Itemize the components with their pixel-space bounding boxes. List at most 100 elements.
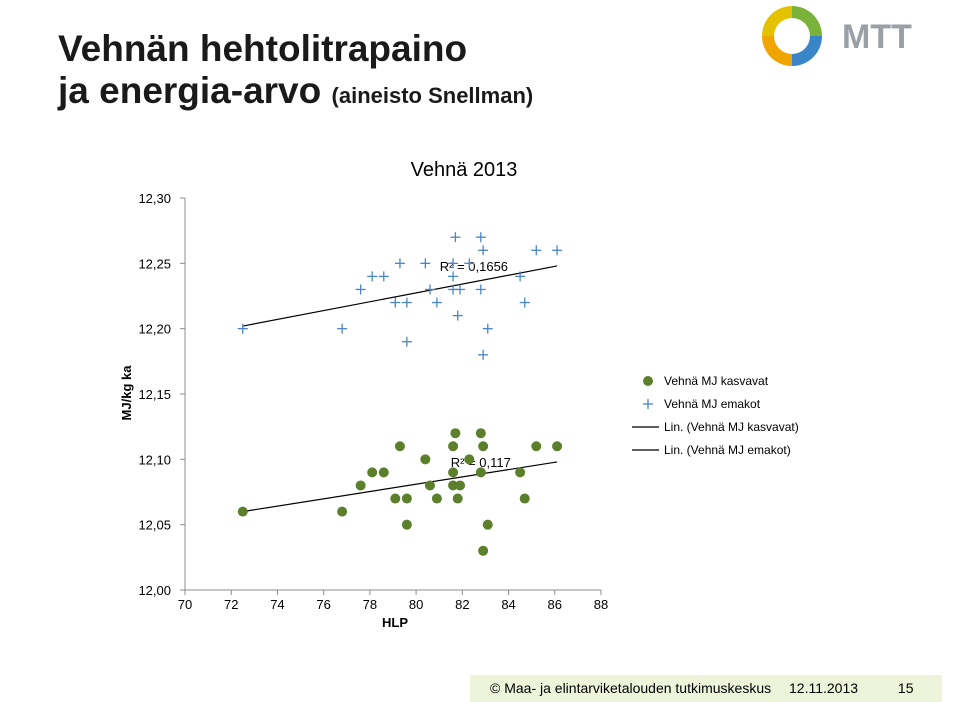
data-point-kasvavat (401, 519, 412, 530)
data-point-emakot (464, 258, 475, 269)
data-point-emakot (552, 245, 563, 256)
y-tick-label: 12,15 (138, 387, 171, 402)
data-point-emakot (367, 271, 378, 282)
data-point-emakot (475, 284, 486, 295)
x-tick-label: 72 (224, 597, 238, 612)
data-point-emakot (450, 232, 461, 243)
footer-copyright: © Maa- ja elintarviketalouden tutkimuske… (490, 680, 772, 696)
data-point-emakot (401, 336, 412, 347)
legend-label: Vehnä MJ emakot (664, 397, 761, 411)
data-point-emakot (337, 323, 348, 334)
data-point-kasvavat (478, 441, 489, 452)
data-point-kasvavat (420, 454, 431, 465)
data-point-emakot (237, 323, 248, 334)
data-point-kasvavat (448, 480, 459, 491)
footer-page-number: 15 (897, 680, 914, 696)
data-point-kasvavat (401, 493, 412, 504)
data-point-emakot (455, 284, 466, 295)
data-point-emakot (448, 258, 459, 269)
x-tick-label: 74 (270, 597, 284, 612)
slide-title: Vehnän hehtolitrapaino ja energia-arvo (… (58, 28, 533, 112)
title-line-2: ja energia-arvo (aineisto Snellman) (58, 70, 533, 112)
data-point-emakot (478, 349, 489, 360)
data-point-emakot (390, 297, 401, 308)
chart-marks (237, 232, 563, 556)
footer: © Maa- ja elintarviketalouden tutkimuske… (490, 680, 914, 696)
footer-date: 12.11.2013 (789, 680, 859, 696)
data-point-emakot (378, 271, 389, 282)
chart-legend: Vehnä MJ kasvavat Vehnä MJ emakot Lin. (Ve… (632, 374, 799, 457)
data-point-emakot (475, 232, 486, 243)
data-point-emakot (420, 258, 431, 269)
logo-segment-green (792, 6, 822, 36)
logo-emblem-center (780, 24, 804, 48)
data-point-kasvavat (475, 467, 486, 478)
data-point-emakot (355, 284, 366, 295)
data-point-kasvavat (519, 493, 530, 504)
data-point-kasvavat (478, 545, 489, 556)
data-point-kasvavat (515, 467, 526, 478)
footer-bar (470, 675, 942, 702)
x-tick-label: 88 (594, 597, 608, 612)
x-tick-label: 84 (501, 597, 515, 612)
x-tick-label: 80 (409, 597, 423, 612)
data-point-kasvavat (531, 441, 542, 452)
logo-segment-yellow (762, 6, 792, 36)
mtt-logo: MTT (762, 6, 912, 66)
trendline (242, 265, 558, 327)
title-line-2-suffix: (aineisto Snellman) (331, 82, 534, 108)
data-point-kasvavat (482, 519, 493, 530)
data-point-kasvavat (455, 480, 466, 491)
legend-label: Lin. (Vehnä MJ kasvavat) (664, 420, 799, 434)
logo-text: MTT (842, 18, 912, 56)
data-point-emakot (452, 310, 463, 321)
y-tick-label: 12,05 (138, 518, 171, 533)
data-point-kasvavat (452, 493, 463, 504)
y-tick-label: 12,00 (138, 583, 171, 598)
data-point-kasvavat (237, 506, 248, 517)
data-point-emakot (482, 323, 493, 334)
data-point-emakot (401, 297, 412, 308)
y-axis-label: MJ/kg ka (119, 365, 134, 421)
legend-label: Lin. (Vehnä MJ emakot) (664, 443, 791, 457)
data-point-kasvavat (431, 493, 442, 504)
data-point-kasvavat (552, 441, 563, 452)
data-point-emakot (478, 245, 489, 256)
data-point-emakot (424, 284, 435, 295)
x-axis-label: HLP (382, 615, 408, 630)
chart-axes: 70 72 74 76 78 80 82 84 86 88 12,00 12,05 12,10 12,15… (138, 191, 608, 612)
data-point-kasvavat (448, 441, 459, 452)
logo-segment-blue (792, 36, 822, 66)
trendline (242, 461, 558, 513)
data-point-kasvavat (450, 428, 461, 439)
y-tick-label: 12,30 (138, 191, 171, 206)
y-tick-label: 12,20 (138, 322, 171, 337)
data-point-emakot (531, 245, 542, 256)
y-tick-label: 12,10 (138, 452, 171, 467)
data-point-kasvavat (475, 428, 486, 439)
data-point-kasvavat (337, 506, 348, 517)
data-point-kasvavat (355, 480, 366, 491)
data-point-kasvavat (448, 467, 459, 478)
r-squared-label: R² = 0,1656 (440, 259, 508, 274)
data-point-emakot (515, 271, 526, 282)
x-tick-label: 70 (178, 597, 192, 612)
x-tick-label: 76 (316, 597, 330, 612)
x-tick-label: 78 (363, 597, 377, 612)
title-line-1: Vehnän hehtolitrapaino (58, 28, 468, 69)
legend-symbol-kasvavat (643, 376, 653, 386)
data-point-kasvavat (390, 493, 401, 504)
legend-label: Vehnä MJ kasvavat (664, 374, 769, 388)
data-point-emakot (519, 297, 530, 308)
data-point-kasvavat (367, 467, 378, 478)
data-point-kasvavat (424, 480, 435, 491)
data-point-emakot (394, 258, 405, 269)
chart-title: Vehnä 2013 (411, 159, 518, 181)
data-point-emakot (431, 297, 442, 308)
x-tick-label: 82 (455, 597, 469, 612)
data-point-kasvavat (378, 467, 389, 478)
data-point-emakot (448, 271, 459, 282)
data-point-kasvavat (464, 454, 475, 465)
